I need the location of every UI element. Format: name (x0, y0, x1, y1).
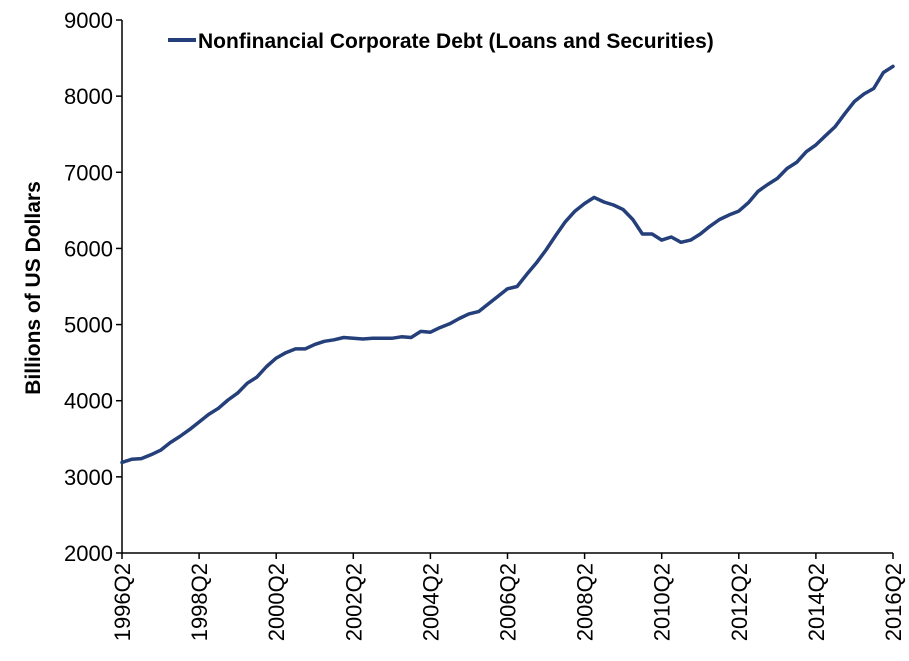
x-tick-label: 1996Q2 (110, 563, 135, 641)
y-tick-labels: 2000 3000 4000 5000 6000 7000 8000 9000 (64, 8, 113, 566)
series-lines (120, 64, 895, 465)
x-tick-label: 2000Q2 (264, 563, 289, 641)
x-tick-label: 2008Q2 (573, 563, 598, 641)
y-tick-label: 5000 (64, 313, 113, 338)
y-tick-label: 9000 (64, 8, 113, 33)
y-tick-label: 6000 (64, 236, 113, 261)
x-tick-label: 2002Q2 (341, 563, 366, 641)
x-tick-label: 2012Q2 (727, 563, 752, 641)
y-tick-label: 2000 (64, 541, 113, 566)
y-tick-label: 8000 (64, 84, 113, 109)
legend-label: Nonfinancial Corporate Debt (Loans and S… (198, 30, 714, 53)
y-tick-label: 7000 (64, 160, 113, 185)
y-tick-label: 3000 (64, 465, 113, 490)
y-tick-label: 4000 (64, 389, 113, 414)
x-tick-labels: 1996Q2 1998Q2 2000Q2 2002Q2 2004Q2 2006Q… (110, 563, 906, 641)
x-tick-label: 2006Q2 (496, 563, 521, 641)
x-tick-label: 2016Q2 (881, 563, 906, 641)
x-tick-label: 1998Q2 (187, 563, 212, 641)
series-line (120, 64, 895, 465)
legend: Nonfinancial Corporate Debt (Loans and S… (168, 30, 714, 53)
axes (121, 20, 893, 554)
tick-marks (116, 19, 894, 559)
x-tick-label: 2010Q2 (650, 563, 675, 641)
x-tick-label: 2014Q2 (804, 563, 829, 641)
x-tick-label: 2004Q2 (418, 563, 443, 641)
y-axis-title: Billions of US Dollars (22, 181, 45, 395)
